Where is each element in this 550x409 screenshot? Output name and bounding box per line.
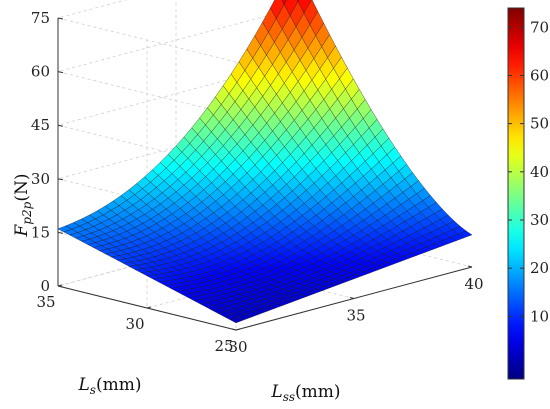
z-tick-mark	[57, 178, 64, 181]
x-tick-label: 35	[346, 307, 365, 325]
y-axis-label: Ls(mm)	[78, 375, 142, 397]
x-tick-mark	[467, 265, 473, 268]
z-tick-mark	[57, 231, 64, 234]
surface-patch	[281, 0, 287, 5]
colorbar-tick-label: 50	[530, 115, 549, 133]
y-tick-label: 25	[214, 337, 233, 355]
grid-line-z	[57, 8, 295, 116]
grid-line-z	[57, 0, 237, 63]
colorbar-tick-label: 10	[530, 307, 549, 325]
colorbar-tick-label: 70	[530, 18, 549, 36]
grid-line-y	[146, 40, 384, 309]
z-axis-label-sub: p2p	[20, 201, 34, 224]
x-axis-label: Lss(mm)	[270, 382, 340, 404]
y-tick-label: 30	[125, 315, 144, 333]
z-tick-label: 0	[40, 277, 50, 295]
surface-mesh	[57, 0, 473, 324]
x-axis-label-symbol: L	[270, 382, 282, 402]
z-axis-label: Fp2p(N)	[12, 174, 34, 238]
x-tick-mark	[231, 328, 237, 331]
z-tick-label: 75	[31, 9, 50, 27]
y-axis-label-sub: s	[90, 383, 96, 397]
x-axis-label-sub: ss	[283, 390, 295, 404]
colorbar-tick-label: 30	[530, 211, 549, 229]
z-tick-label: 15	[31, 223, 50, 241]
z-tick-label: 60	[31, 63, 50, 81]
y-axis-label-unit: (mm)	[96, 375, 142, 395]
y-tick-mark	[146, 306, 152, 309]
z-tick-mark	[57, 124, 64, 127]
x-tick-label: 40	[464, 275, 483, 293]
z-axis-label-unit: (N)	[12, 174, 32, 202]
z-tick-mark	[57, 285, 64, 288]
y-tick-label: 35	[36, 293, 55, 311]
z-tick-label: 30	[31, 170, 50, 188]
y-axis-label-symbol: L	[78, 375, 90, 395]
colorbar-tick-label: 20	[530, 259, 549, 277]
axes	[57, 17, 473, 331]
colorbar: 10 20 30 40 50 60 70	[507, 7, 549, 380]
z-axis-label-symbol: F	[12, 223, 32, 237]
colorbar-tick-label: 40	[530, 163, 549, 181]
surface-patch	[458, 230, 473, 238]
z-tick-mark	[57, 71, 64, 74]
z-tick-label: 45	[31, 116, 50, 134]
y-tick-mark	[235, 328, 241, 331]
colorbar-tick-label: 60	[530, 66, 549, 84]
colorbar-bar	[507, 7, 525, 380]
x-tick-label: 30	[228, 338, 247, 356]
x-tick-mark	[349, 297, 355, 299]
x-axis-label-unit: (mm)	[295, 382, 341, 402]
z-tick-mark	[57, 17, 64, 20]
